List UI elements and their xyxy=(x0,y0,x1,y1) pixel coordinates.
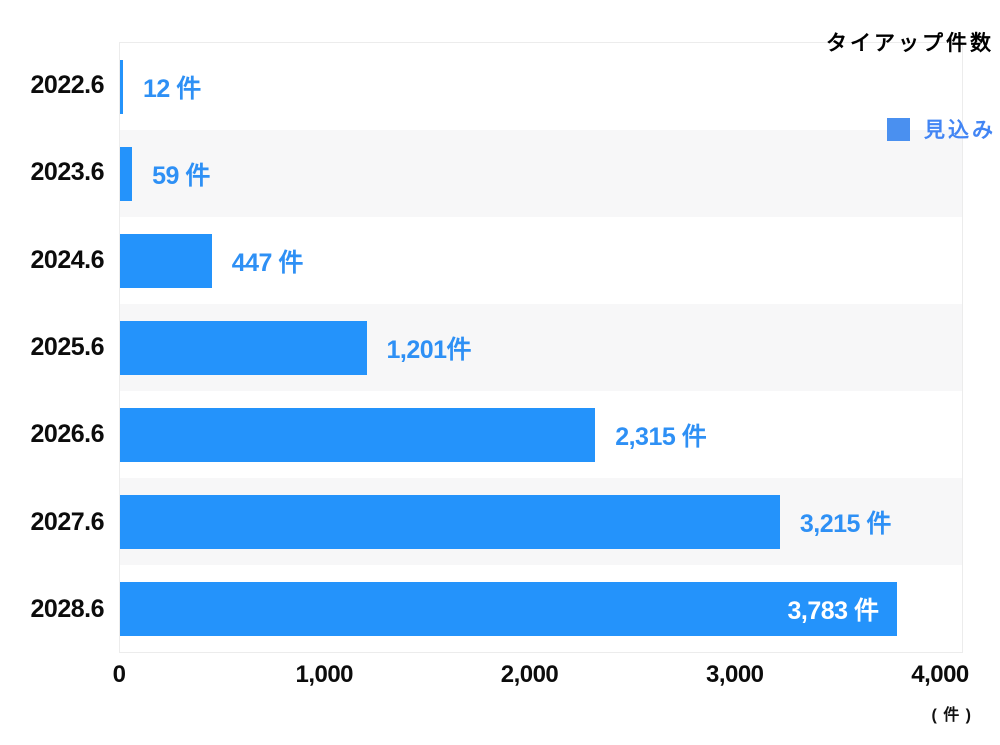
bar-row: 12 件 xyxy=(120,43,962,130)
value-label: 3,783 件 xyxy=(787,596,879,625)
category-label: 2025.6 xyxy=(30,332,105,361)
bar: 3,783 件 xyxy=(120,581,897,636)
y-axis-labels: 2022.6 2023.6 2024.6 2025.6 2026.6 2027.6 2028… xyxy=(0,42,105,653)
x-tick-4000: 4,000 xyxy=(911,661,969,688)
legend-label: 見込み xyxy=(924,119,996,142)
x-tick-3000: 3,000 xyxy=(705,661,764,688)
x-tick-1000: 1,000 xyxy=(295,661,354,688)
bar xyxy=(120,407,596,462)
bar xyxy=(120,59,123,114)
bar xyxy=(120,320,367,375)
bar-row: 3,215 件 xyxy=(120,478,962,565)
category-label: 2028.6 xyxy=(30,594,105,623)
bar-row: 59 件 xyxy=(120,130,962,217)
value-label: 59 件 xyxy=(152,161,210,190)
category-label: 2026.6 xyxy=(30,420,105,449)
bar-row: 3,783 件 xyxy=(120,565,962,652)
bar xyxy=(120,494,780,549)
category-label: 2027.6 xyxy=(30,507,105,536)
chart-title: タイアップ件数 xyxy=(826,32,994,55)
bar-row: 1,201件 xyxy=(120,304,962,391)
legend-swatch xyxy=(887,117,910,141)
value-label: 1,201件 xyxy=(386,335,472,364)
legend: 見込み xyxy=(887,114,996,144)
x-axis-unit-label: ( 件 ) xyxy=(931,707,972,724)
category-label: 2023.6 xyxy=(30,158,105,187)
bar-row: 447 件 xyxy=(120,217,962,304)
value-label: 447 件 xyxy=(231,248,304,277)
category-label: 2022.6 xyxy=(30,71,105,100)
plot-area: 12 件 59 件 447 件 1,201件 2,315 件 3,215 件 3,783 件 xyxy=(119,42,963,653)
x-tick-0: 0 xyxy=(112,661,126,688)
value-label: 3,215 件 xyxy=(799,509,892,538)
bar xyxy=(120,146,133,201)
x-tick-2000: 2,000 xyxy=(500,661,559,688)
x-axis: 0 1,000 2,000 3,000 4,000 xyxy=(113,661,970,693)
value-label: 12 件 xyxy=(143,74,201,103)
category-label: 2024.6 xyxy=(30,245,105,274)
bar xyxy=(120,233,212,288)
value-label: 2,315 件 xyxy=(615,422,707,451)
bar-row: 2,315 件 xyxy=(120,391,962,478)
